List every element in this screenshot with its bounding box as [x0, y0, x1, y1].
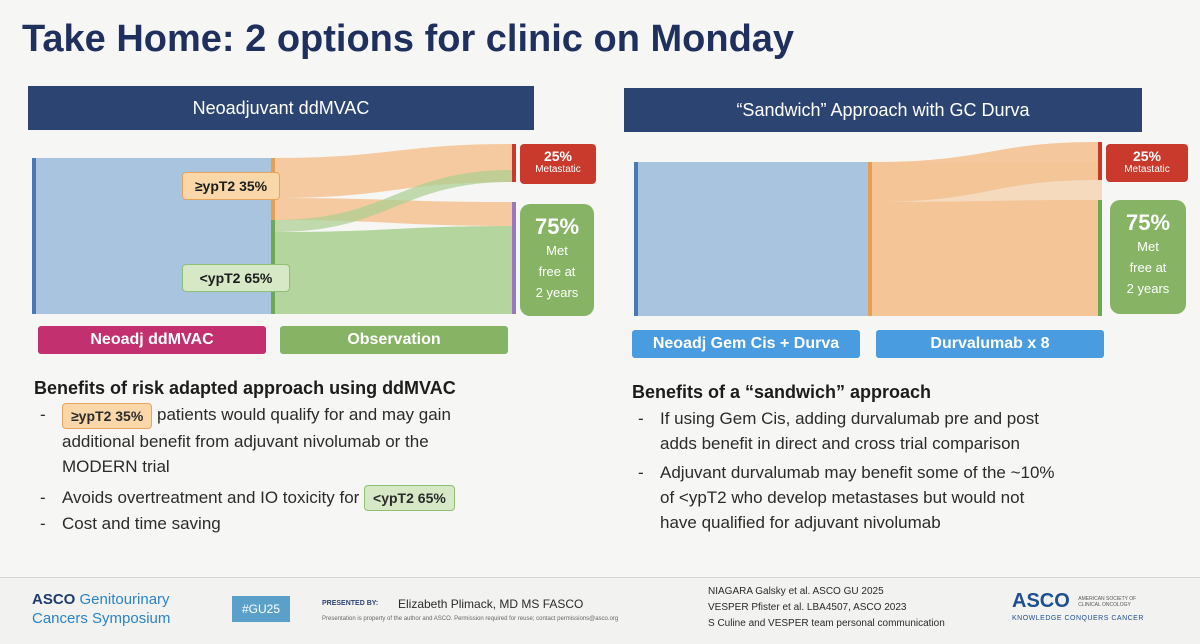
- right-benefit-2-line3: have qualified for adjuvant nivolumab: [660, 513, 941, 532]
- bullet-dash: -: [40, 487, 46, 507]
- asco-gu-line2: Cancers Symposium: [32, 610, 171, 627]
- asco-tagline: KNOWLEDGE CONQUERS CANCER: [1012, 615, 1144, 622]
- asco-sub-line2: CLINICAL ONCOLOGY: [1078, 601, 1131, 608]
- bullet-dash: -: [638, 463, 644, 482]
- right-durva-node: [868, 162, 872, 316]
- reference-1: NIAGARA Galsky et al. ASCO GU 2025: [708, 586, 884, 597]
- right-benefit-1: - If using Gem Cis, adding durvalumab pr…: [632, 406, 1172, 456]
- asco-logo-sub: AMERICAN SOCIETY OF CLINICAL ONCOLOGY: [1078, 596, 1136, 608]
- asco-sub-line1: AMERICAN SOCIETY OF: [1078, 595, 1137, 602]
- right-benefit-2: - Adjuvant durvalumab may benefit some o…: [632, 460, 1172, 535]
- inline-tag-low-yp: <ypT2 65%: [364, 485, 455, 512]
- left-benefit-1-text2: additional benefit from adjuvant nivolum…: [62, 431, 429, 451]
- right-free-line2: free at: [1129, 260, 1167, 275]
- right-stage-neoadj: Neoadj Gem Cis + Durva: [632, 330, 860, 358]
- right-free-line3: 2 years: [1126, 281, 1170, 296]
- right-metastatic-node: [1098, 142, 1102, 180]
- tag-low-yp: <ypT2 65%: [182, 264, 290, 292]
- right-benefit-2-line1: Adjuvant durvalumab may benefit some of …: [660, 463, 1055, 482]
- right-section-header: “Sandwich” Approach with GC Durva: [624, 88, 1142, 132]
- right-outcome-free: 75% Met free at 2 years: [1110, 200, 1186, 314]
- references: NIAGARA Galsky et al. ASCO GU 2025 VESPE…: [708, 584, 945, 632]
- right-free-line1: Met: [1137, 239, 1159, 254]
- left-free-line1: Met: [546, 243, 568, 258]
- left-free-line2: free at: [538, 264, 576, 279]
- left-start-edge: [32, 158, 36, 314]
- footer: ASCO Genitourinary Cancers Symposium #GU…: [0, 577, 1200, 644]
- left-benefit-1: - ≥ypT2 35% patients would qualify for a…: [34, 402, 574, 479]
- left-section-header: Neoadjuvant ddMVAC: [28, 86, 534, 130]
- right-free-node: [1098, 200, 1102, 316]
- right-neoadj-block: [636, 162, 868, 316]
- left-low-to-metastatic-flow: [275, 170, 512, 232]
- left-free-pct: 75%: [534, 214, 580, 239]
- right-benefit-1-line1: If using Gem Cis, adding durvalumab pre …: [660, 409, 1039, 428]
- asco-gu-bold: ASCO: [32, 591, 76, 608]
- right-benefits-heading: Benefits of a “sandwich” approach: [632, 382, 932, 402]
- slide-title: Take Home: 2 options for clinic on Monda…: [22, 18, 795, 60]
- left-high-to-metastatic-flow: [275, 144, 512, 198]
- right-free-pct: 75%: [1125, 210, 1171, 235]
- left-benefit-2: - Avoids overtreatment and IO toxicity f…: [34, 485, 574, 512]
- left-stage-observation: Observation: [280, 326, 508, 354]
- left-benefit-3: - Cost and time saving: [34, 511, 574, 536]
- left-benefit-3-text: Cost and time saving: [62, 514, 221, 534]
- right-metastatic-label: Metastatic: [1124, 164, 1170, 175]
- right-to-metastatic-flow: [872, 142, 1098, 202]
- right-start-edge: [634, 162, 638, 316]
- right-outcome-metastatic: 25% Metastatic: [1106, 144, 1188, 182]
- left-outcome-free: 75% Met free at 2 years: [520, 204, 594, 316]
- left-free-line3: 2 years: [535, 285, 579, 300]
- right-stage-durva: Durvalumab x 8: [876, 330, 1104, 358]
- flow-diagrams: [32, 142, 1102, 316]
- left-outcome-metastatic: 25% Metastatic: [520, 144, 596, 184]
- bullet-dash: -: [40, 514, 46, 534]
- reference-3: S Culine and VESPER team personal commun…: [708, 618, 945, 629]
- right-to-free-flow: [872, 200, 1098, 316]
- left-benefit-1-text3: MODERN trial: [62, 456, 170, 476]
- presenter-name: Elizabeth Plimack, MD MS FASCO: [398, 597, 584, 611]
- left-low-to-free-flow: [275, 226, 512, 314]
- reference-2: VESPER Pfister et al. LBA4507, ASCO 2023: [708, 602, 907, 613]
- bullet-dash: -: [40, 405, 46, 424]
- left-metastatic-node: [512, 144, 516, 182]
- left-stage-neoadj: Neoadj ddMVAC: [38, 326, 266, 354]
- left-benefits-heading: Benefits of risk adapted approach using …: [34, 378, 456, 398]
- right-benefit-2-line2: of <ypT2 who develop metastases but woul…: [660, 488, 1025, 507]
- left-metastatic-pct: 25%: [543, 148, 573, 164]
- asco-gu-logo: ASCO Genitourinary Cancers Symposium: [32, 590, 170, 628]
- asco-logo-text: ASCO: [1012, 590, 1070, 612]
- right-metastatic-pct: 25%: [1132, 148, 1162, 164]
- left-free-node: [512, 202, 516, 314]
- left-benefit-2-text: Avoids overtreatment and IO toxicity for: [62, 487, 365, 507]
- left-benefits-list: - ≥ypT2 35% patients would qualify for a…: [34, 402, 574, 536]
- asco-gu-rest: Genitourinary: [75, 591, 170, 608]
- presented-by-label: PRESENTED BY:: [322, 600, 379, 607]
- right-benefits-list: - If using Gem Cis, adding durvalumab pr…: [632, 406, 1172, 535]
- asco-logo: ASCO AMERICAN SOCIETY OF CLINICAL ONCOLO…: [1012, 590, 1192, 622]
- tag-high-yp: ≥ypT2 35%: [182, 172, 280, 200]
- bullet-dash: -: [638, 409, 644, 428]
- disclaimer-text: Presentation is property of the author a…: [322, 616, 619, 622]
- hashtag-badge: #GU25: [232, 596, 290, 622]
- left-benefit-1-text: patients would qualify for and may gain: [152, 405, 451, 424]
- right-benefit-1-line2: adds benefit in direct and cross trial c…: [660, 434, 1021, 453]
- left-metastatic-label: Metastatic: [535, 164, 581, 175]
- inline-tag-high-yp: ≥ypT2 35%: [62, 402, 153, 429]
